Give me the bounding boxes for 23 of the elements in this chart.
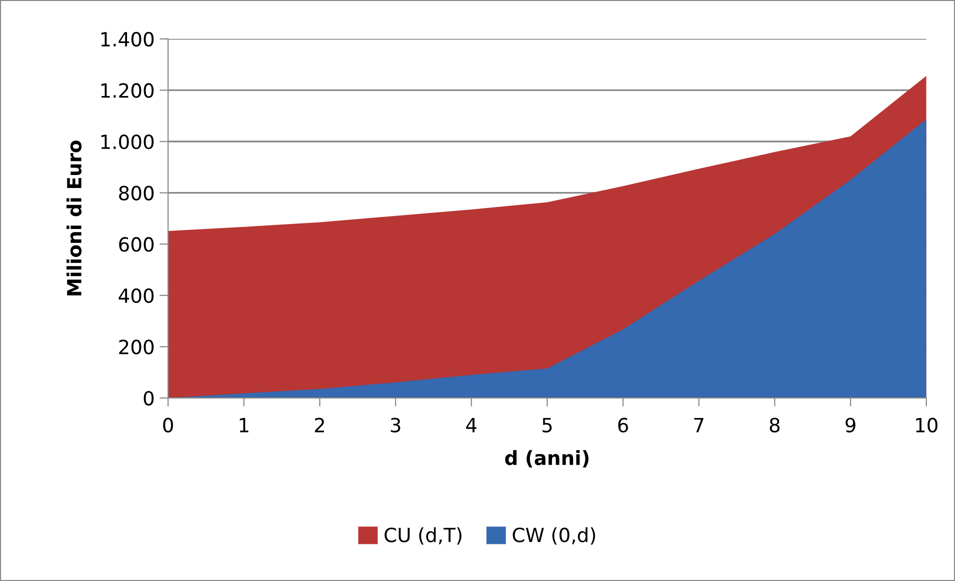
y-tick-label: 400 (118, 288, 154, 304)
y-tick-label: 1.200 (101, 83, 154, 98)
y-tick-label: 1.400 (101, 32, 154, 47)
y-tick-label: 1.000 (101, 134, 154, 150)
y-axis-title: Milioni di Euro (66, 140, 82, 296)
x-tick-label: 1 (240, 418, 248, 432)
x-tick-label: 9 (846, 418, 856, 432)
x-tick-label: 8 (770, 418, 780, 432)
x-tick-label: 3 (390, 418, 400, 432)
x-tick-label: 10 (916, 418, 938, 432)
x-tick-label: 7 (694, 418, 704, 432)
y-tick-label: 0 (144, 390, 154, 406)
x-tick-label: 4 (466, 418, 476, 432)
x-tick-label: 2 (314, 418, 324, 432)
x-axis-title: d (anni) (505, 450, 589, 468)
legend-label: CW (0,d) (512, 527, 596, 545)
x-tick-label: 6 (618, 418, 628, 432)
legend-label: CU (d,T) (384, 527, 462, 545)
x-tick-label: 0 (163, 418, 173, 432)
x-tick-label: 5 (542, 418, 552, 432)
y-tick-label: 200 (119, 340, 154, 354)
y-tick-label: 800 (119, 186, 154, 200)
y-tick-label: 600 (119, 237, 154, 252)
